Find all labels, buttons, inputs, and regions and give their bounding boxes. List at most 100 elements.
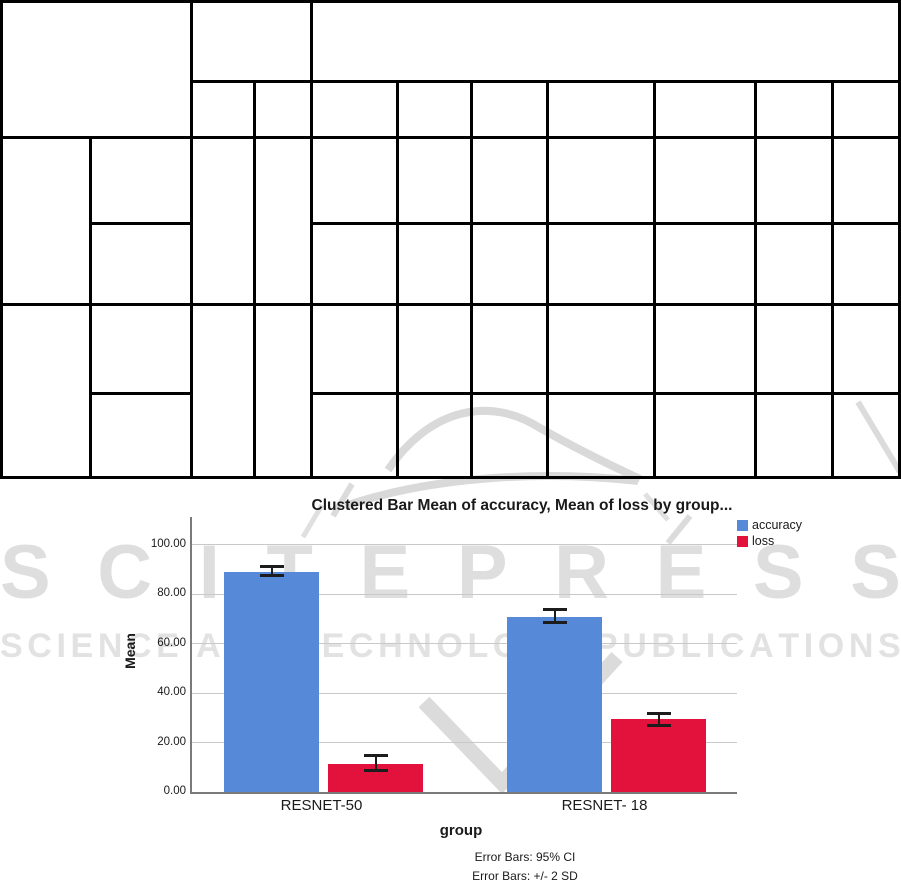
watermark-letter: C — [27, 627, 52, 665]
error-bar-cap-top — [363, 753, 388, 757]
table-cell — [310, 136, 399, 225]
table-cell — [754, 222, 834, 306]
legend-item-accuracy: accuracy — [737, 517, 802, 533]
table-cell — [310, 303, 399, 395]
table-cell — [470, 392, 549, 479]
table-cell — [754, 303, 834, 395]
table-cell — [754, 392, 834, 479]
table-cell — [89, 222, 193, 306]
table-cell — [546, 222, 656, 306]
x-axis-title: group — [439, 822, 483, 839]
table-cell — [754, 80, 834, 139]
table-cell — [830, 80, 901, 139]
watermark-letter: E — [321, 627, 345, 665]
table-cell — [653, 222, 757, 306]
table-cell — [470, 303, 549, 395]
table-cell — [89, 136, 193, 225]
table-cell — [653, 136, 757, 225]
error-bar-cap-bottom — [542, 620, 567, 624]
table-cell — [253, 80, 313, 139]
table-cell — [396, 303, 473, 395]
watermark-letter: P — [456, 530, 508, 615]
y-tick-label: 20.00 — [157, 735, 186, 748]
table-cell — [310, 392, 399, 479]
table-cell — [89, 392, 193, 479]
table-cell — [830, 392, 901, 479]
watermark-letter: A — [749, 627, 774, 665]
table-cell — [0, 303, 92, 479]
gridline — [192, 742, 737, 743]
y-tick-label: 80.00 — [157, 587, 186, 599]
error-bar-line — [270, 566, 273, 576]
watermark-letter: S — [878, 627, 901, 665]
gridline — [192, 692, 737, 694]
watermark-letter: I — [803, 627, 814, 665]
legend-swatch-loss — [737, 535, 748, 547]
watermark-letter: N — [848, 627, 874, 665]
bar-accuracy-0 — [224, 571, 319, 792]
results-table — [0, 0, 901, 479]
bar-loss-1 — [611, 718, 706, 792]
table-cell — [190, 136, 256, 306]
table-cell — [253, 303, 313, 479]
error-bar-cap-bottom — [363, 769, 388, 773]
y-tick-label: 60.00 — [157, 636, 186, 649]
gridline — [192, 593, 737, 595]
watermark-letter: E — [156, 627, 179, 665]
error-bar-cap-top — [259, 564, 284, 568]
watermark-letter: S — [0, 627, 23, 665]
error-bar-cap-bottom — [646, 723, 671, 727]
table-cell — [830, 303, 901, 395]
watermark-letter: C — [127, 627, 152, 665]
chart-legend: accuracy loss — [737, 517, 802, 549]
watermark-letter: T — [778, 627, 800, 665]
table-cell — [653, 303, 757, 395]
watermark-letter: N — [97, 627, 123, 665]
table-cell — [546, 136, 656, 225]
watermark-letter: E — [70, 627, 94, 665]
y-tick-label: 40.00 — [157, 686, 186, 698]
table-cell — [310, 80, 399, 139]
error-bar-line — [374, 755, 377, 771]
watermark-letter: E — [359, 530, 411, 615]
watermark-letter: I — [198, 530, 220, 615]
table-cell — [190, 0, 313, 83]
watermark-letter: L — [680, 627, 702, 665]
error-bar-cap-bottom — [259, 574, 284, 578]
table-cell — [546, 80, 656, 139]
gridline — [192, 643, 737, 644]
table-cell — [0, 136, 92, 306]
watermark-letter: C — [719, 627, 745, 665]
x-tick-label: RESNET- 18 — [561, 797, 648, 814]
table-cell — [653, 392, 757, 479]
y-tick-label: 100.00 — [150, 537, 186, 550]
error-bar-cap-top — [542, 608, 567, 612]
watermark-letter: H — [378, 627, 403, 665]
watermark-letter: S — [850, 530, 901, 615]
plot-area — [190, 517, 737, 794]
watermark-letter: U — [622, 627, 647, 665]
table-cell — [253, 136, 313, 306]
table-cell — [396, 222, 473, 306]
table-cell — [470, 136, 549, 225]
table-cell — [830, 222, 901, 306]
bar-accuracy-1 — [507, 617, 602, 792]
watermark-letter: A — [196, 627, 221, 665]
legend-item-loss: loss — [737, 533, 802, 549]
watermark-letter: I — [56, 627, 66, 665]
watermark-letter: N — [407, 627, 432, 665]
table-cell — [190, 303, 256, 479]
table-cell — [470, 222, 549, 306]
error-bar-note-sd: Error Bars: +/- 2 SD — [472, 869, 578, 883]
watermark-letter: E — [655, 530, 707, 615]
legend-swatch-accuracy — [737, 519, 748, 531]
x-tick-label: RESNET-50 — [280, 797, 363, 814]
watermark-letter: S — [752, 530, 804, 615]
watermark-letter: C — [348, 627, 374, 665]
table-cell — [396, 80, 473, 139]
clustered-bar-chart: Clustered Bar Mean of accuracy, Mean of … — [0, 480, 901, 886]
error-bar-note-ci: Error Bars: 95% CI — [474, 850, 576, 864]
table-cell — [754, 136, 834, 225]
table-cell — [653, 80, 757, 139]
